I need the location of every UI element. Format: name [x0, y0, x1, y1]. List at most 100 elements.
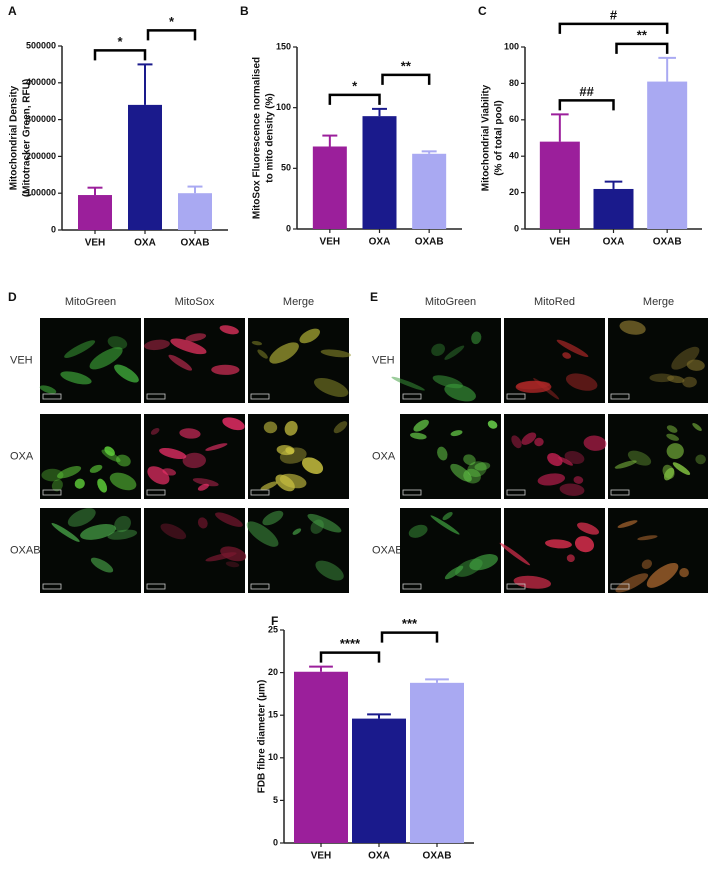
cell-blob: [437, 446, 448, 461]
significance-label: #: [610, 7, 618, 22]
cell-blob: [251, 340, 263, 346]
bar: [178, 193, 212, 230]
column-header: Merge: [283, 296, 314, 308]
panel-label: E: [370, 290, 378, 304]
cell-blob: [64, 340, 96, 358]
cell-blob: [583, 435, 607, 451]
cell-blob: [116, 454, 131, 467]
y-axis-label: Mitochondrial Density: [9, 85, 20, 190]
image-bg: [248, 318, 349, 403]
cell-blob: [671, 346, 700, 370]
significance-label: ***: [402, 616, 418, 631]
y-tick-label: 100: [504, 41, 519, 51]
scale-bar: [146, 489, 166, 496]
micrograph: [400, 414, 501, 499]
y-tick-label: 0: [273, 837, 278, 847]
bar: [352, 718, 406, 843]
micrograph: [248, 318, 352, 403]
significance-label: *: [117, 34, 123, 49]
error-bar: [367, 713, 391, 719]
column-header: MitoGreen: [65, 296, 116, 308]
cell-blob: [450, 463, 472, 482]
y-tick-label: 5: [273, 795, 278, 805]
cell-blob: [109, 472, 137, 491]
cell-blob: [556, 339, 589, 358]
cell-blob: [637, 535, 658, 541]
y-tick-label: 0: [514, 223, 519, 233]
cell-blob: [534, 437, 544, 447]
significance-bracket: [328, 93, 381, 105]
cell-blob: [179, 428, 201, 439]
error-bar: [372, 107, 387, 117]
micrograph: [40, 508, 141, 593]
cell-blob: [692, 422, 702, 432]
x-tick-label: OXAB: [653, 237, 682, 248]
y-tick-label: 20: [509, 187, 519, 197]
bar: [647, 81, 688, 229]
y-axis-label: to mito density (%): [265, 93, 276, 182]
image-bg: [144, 414, 245, 499]
cell-blob: [51, 522, 80, 542]
x-tick-label: OXA: [368, 851, 390, 862]
y-tick-label: 100000: [26, 188, 56, 198]
column-header: MitoRed: [534, 296, 575, 308]
cell-blob: [450, 430, 463, 437]
cell-blob: [444, 383, 476, 402]
cell-blob: [615, 573, 649, 593]
cell-blob: [114, 364, 139, 383]
significance-bracket: [615, 42, 669, 54]
cell-blob: [469, 554, 498, 571]
cell-blob: [686, 359, 705, 371]
cell-blob: [67, 508, 96, 527]
image-bg: [40, 318, 141, 403]
significance-bracket: [558, 22, 669, 34]
cell-blob: [197, 517, 208, 529]
cell-blob: [39, 385, 57, 394]
micrograph: [504, 414, 607, 499]
bar: [128, 104, 162, 230]
y-tick-label: 300000: [26, 114, 56, 124]
cell-blob: [574, 536, 595, 553]
cell-blob: [107, 336, 128, 350]
cell-blob: [269, 342, 299, 364]
scale-bar: [402, 489, 422, 496]
bar: [362, 116, 397, 229]
cell-blob: [51, 479, 63, 492]
micrograph: [39, 318, 141, 403]
cell-blob: [160, 523, 187, 540]
cell-blob: [299, 328, 321, 344]
column-header: MitoGreen: [425, 296, 476, 308]
y-axis-label: MitoSox Fluorescence normalised: [252, 57, 263, 219]
cell-blob: [257, 349, 268, 359]
y-tick-label: 60: [509, 114, 519, 124]
y-tick-label: 50: [281, 163, 291, 173]
cell-blob: [682, 376, 697, 388]
cell-blob: [284, 420, 298, 436]
cell-blob: [391, 376, 425, 391]
x-tick-label: VEH: [311, 851, 332, 862]
y-tick-label: 25: [268, 624, 278, 634]
cell-blob: [672, 462, 691, 475]
row-label: VEH: [10, 354, 33, 366]
error-bar: [425, 678, 449, 683]
cell-blob: [150, 427, 160, 435]
cell-blob: [307, 513, 342, 533]
scale-bar: [42, 583, 62, 590]
scale-bar: [42, 489, 62, 496]
error-bar: [604, 180, 623, 189]
cell-blob: [97, 478, 108, 493]
cell-blob: [276, 445, 295, 456]
significance-label: **: [637, 27, 648, 42]
error-bar: [137, 63, 153, 105]
panel-label: A: [8, 4, 17, 18]
cell-blob: [41, 468, 64, 482]
x-tick-label: OXAB: [415, 237, 444, 248]
y-tick-label: 400000: [26, 77, 56, 87]
y-tick-label: 15: [268, 710, 278, 720]
row-label: OXAB: [10, 544, 41, 556]
cell-blob: [104, 446, 115, 456]
micrograph: [144, 508, 247, 593]
cell-blob: [60, 371, 92, 385]
cell-blob: [57, 466, 82, 479]
cell-blob: [547, 452, 563, 467]
